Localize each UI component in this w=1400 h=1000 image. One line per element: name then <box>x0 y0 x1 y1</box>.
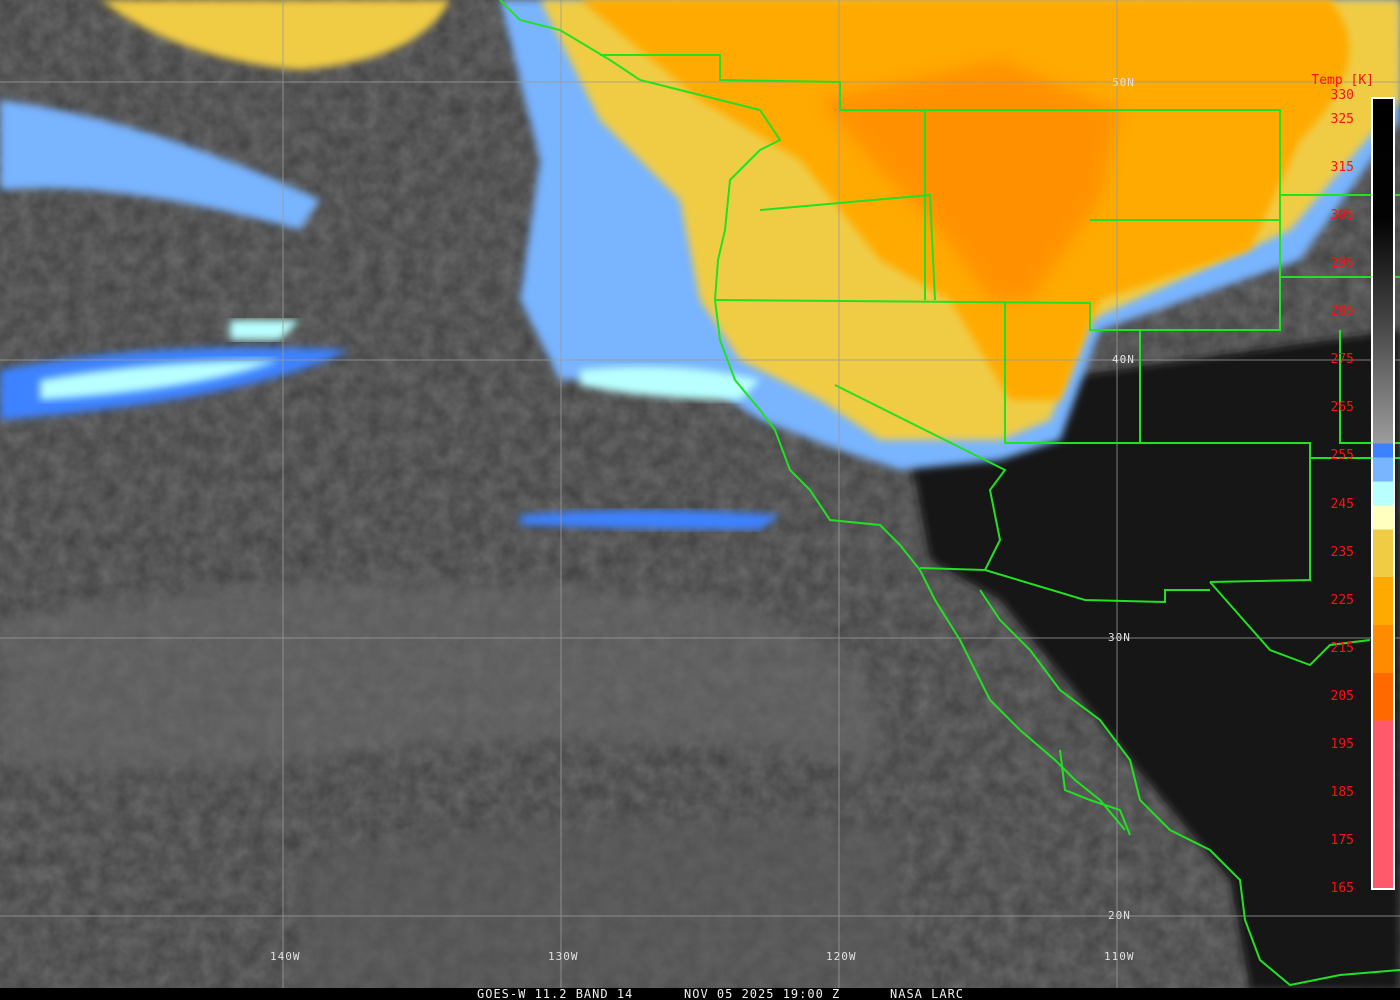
colorbar-tick: 285 <box>1330 304 1354 320</box>
colorbar-tick: 245 <box>1330 496 1354 512</box>
lat-label-40n: 40N <box>1112 353 1135 366</box>
colorbar-tick: 295 <box>1330 256 1354 272</box>
colorbar-tick: 305 <box>1330 208 1354 224</box>
image-caption: GOES-W 11.2 BAND 14 NOV 05 2025 19:00 Z … <box>0 988 1400 1000</box>
colorbar-tick: 175 <box>1330 832 1354 848</box>
colorbar-tick: 215 <box>1330 640 1354 656</box>
lat-label-50n: 50N <box>1112 76 1135 89</box>
colorbar <box>1371 97 1395 890</box>
colorbar-tick: 165 <box>1330 881 1354 896</box>
datetime-label: NOV 05 2025 19:00 Z <box>684 987 841 1000</box>
colorbar-tick: 265 <box>1330 400 1354 416</box>
colorbar-tick: 185 <box>1330 784 1354 800</box>
colorbar-tick: 225 <box>1330 592 1354 608</box>
colorbar-title: Temp [K] <box>1311 73 1374 88</box>
colorbar-tick: 330 <box>1330 88 1354 103</box>
colorbar-tick: 315 <box>1330 160 1354 176</box>
lon-label-120w: 120W <box>826 950 857 963</box>
colorbar-tick: 275 <box>1330 352 1354 368</box>
lon-label-110w: 110W <box>1104 950 1135 963</box>
lon-label-130w: 130W <box>548 950 579 963</box>
credit-label: NASA LARC <box>890 987 965 1000</box>
colorbar-tick: 205 <box>1330 688 1354 704</box>
satellite-band-label: GOES-W 11.2 BAND 14 <box>477 987 634 1000</box>
lat-label-30n: 30N <box>1108 631 1131 644</box>
colorbar-tick: 325 <box>1330 112 1354 128</box>
lat-label-20n: 20N <box>1108 909 1131 922</box>
lon-label-140w: 140W <box>270 950 301 963</box>
colorbar-tick: 195 <box>1330 736 1354 752</box>
colorbar-tick: 235 <box>1330 544 1354 560</box>
colorbar-tick: 255 <box>1330 448 1354 464</box>
